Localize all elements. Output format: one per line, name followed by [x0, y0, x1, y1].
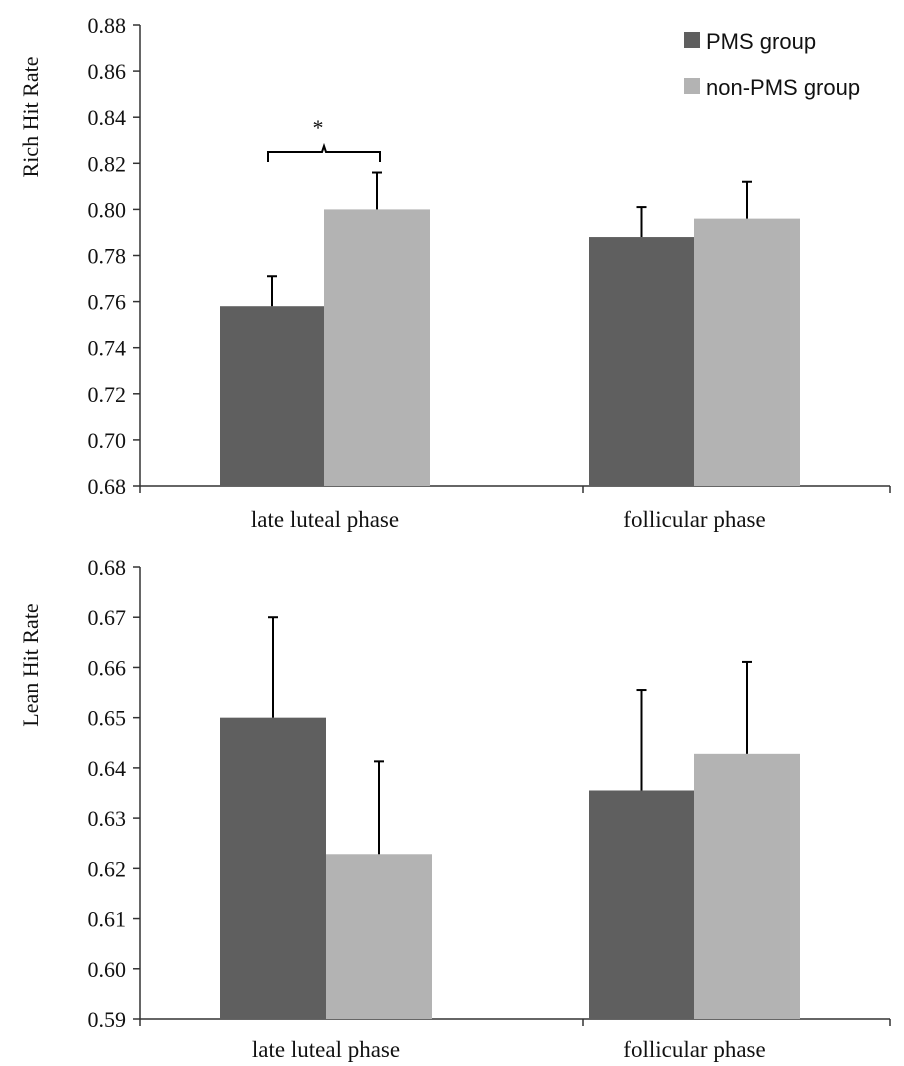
top-category-label: late luteal phase	[251, 507, 399, 532]
bottom-y-axis-title: Lean Hit Rate	[18, 603, 43, 726]
bottom-y-tick-label: 0.60	[88, 957, 127, 982]
bottom-category-label: late luteal phase	[252, 1037, 400, 1062]
top-bar-1-1	[694, 218, 800, 486]
bottom-y-tick-label: 0.59	[88, 1007, 127, 1032]
top-y-tick-label: 0.80	[88, 197, 127, 222]
legend-label-1: non-PMS group	[706, 75, 860, 100]
bottom-y-tick-label: 0.66	[88, 655, 127, 680]
top-y-tick-label: 0.74	[88, 336, 127, 361]
top-y-tick-label: 0.84	[88, 105, 127, 130]
legend-swatch-1	[684, 78, 700, 94]
bottom-y-tick-label: 0.61	[88, 907, 127, 932]
bottom-y-tick-label: 0.65	[88, 706, 127, 731]
top-y-tick-label: 0.70	[88, 428, 127, 453]
bottom-category-label: follicular phase	[623, 1037, 765, 1062]
top-bar-1-0	[589, 237, 694, 486]
bottom-y-tick-label: 0.67	[88, 605, 127, 630]
legend-swatch-0	[684, 32, 700, 48]
top-bar-0-1	[324, 209, 430, 486]
top-y-tick-label: 0.68	[88, 474, 127, 499]
significance-bracket	[267, 142, 381, 162]
top-y-tick-label: 0.76	[88, 290, 127, 315]
bottom-bar-0-0	[220, 717, 326, 1019]
bottom-bar-1-0	[589, 790, 694, 1019]
top-y-tick-label: 0.86	[88, 59, 127, 84]
significance-marker: *	[313, 115, 324, 140]
bottom-y-tick-label: 0.64	[88, 756, 127, 781]
top-y-tick-label: 0.72	[88, 382, 127, 407]
legend-label-0: PMS group	[706, 29, 816, 54]
top-y-tick-label: 0.82	[88, 151, 127, 176]
bottom-y-tick-label: 0.62	[88, 856, 127, 881]
bottom-bar-0-1	[326, 854, 432, 1019]
top-bar-0-0	[220, 306, 324, 486]
top-y-axis-title: Rich Hit Rate	[18, 57, 43, 178]
bottom-bar-1-1	[694, 753, 800, 1019]
bottom-y-tick-label: 0.68	[88, 555, 127, 580]
top-y-tick-label: 0.78	[88, 244, 127, 269]
top-y-tick-label: 0.88	[88, 13, 127, 38]
top-category-label: follicular phase	[623, 507, 765, 532]
bottom-y-tick-label: 0.63	[88, 806, 127, 831]
